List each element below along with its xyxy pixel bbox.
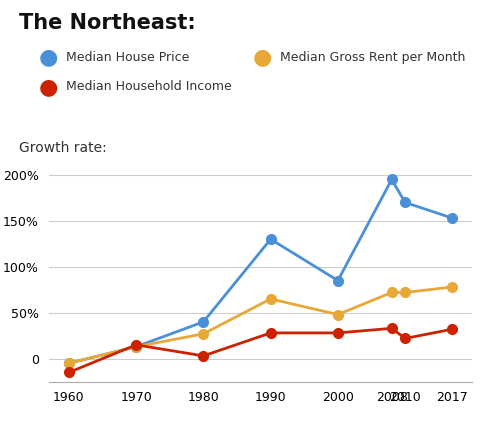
Text: ●: ● (39, 47, 58, 67)
Text: Median Household Income: Median Household Income (66, 81, 231, 93)
Text: ●: ● (39, 77, 58, 97)
Text: ●: ● (253, 47, 273, 67)
Text: Growth rate:: Growth rate: (19, 141, 107, 155)
Text: The Northeast:: The Northeast: (19, 13, 196, 33)
Text: Median House Price: Median House Price (66, 51, 189, 64)
Text: Median Gross Rent per Month: Median Gross Rent per Month (280, 51, 466, 64)
